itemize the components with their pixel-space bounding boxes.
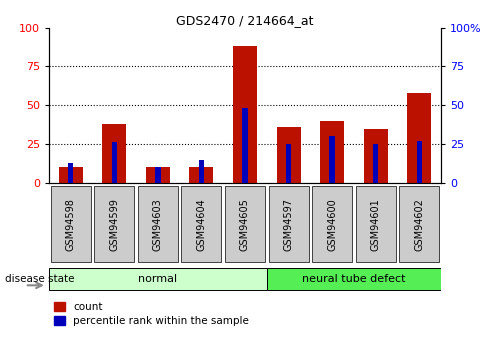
Bar <box>190 167 214 183</box>
FancyBboxPatch shape <box>49 268 267 290</box>
Bar <box>112 142 117 183</box>
FancyBboxPatch shape <box>94 186 134 262</box>
FancyBboxPatch shape <box>51 186 91 262</box>
FancyBboxPatch shape <box>399 186 439 262</box>
Bar <box>155 167 161 183</box>
Text: GDS2470 / 214664_at: GDS2470 / 214664_at <box>176 14 314 27</box>
Text: GSM94603: GSM94603 <box>153 198 163 250</box>
Bar <box>199 159 204 183</box>
FancyBboxPatch shape <box>181 186 221 262</box>
Text: GSM94597: GSM94597 <box>284 198 294 251</box>
Bar <box>243 108 247 183</box>
Bar <box>407 93 431 183</box>
Bar <box>416 141 422 183</box>
FancyBboxPatch shape <box>269 186 309 262</box>
Text: GSM94601: GSM94601 <box>370 198 381 250</box>
Text: GSM94605: GSM94605 <box>240 198 250 251</box>
Text: GSM94602: GSM94602 <box>414 198 424 251</box>
Bar <box>276 127 300 183</box>
Bar <box>233 46 257 183</box>
Bar <box>329 136 335 183</box>
FancyBboxPatch shape <box>312 186 352 262</box>
Text: normal: normal <box>138 274 177 284</box>
Text: GSM94604: GSM94604 <box>196 198 206 250</box>
Bar <box>68 163 73 183</box>
Bar <box>373 144 378 183</box>
Text: GSM94600: GSM94600 <box>327 198 337 250</box>
Bar <box>320 121 344 183</box>
FancyBboxPatch shape <box>356 186 396 262</box>
Legend: count, percentile rank within the sample: count, percentile rank within the sample <box>54 302 249 326</box>
Bar <box>286 144 291 183</box>
Bar <box>102 124 126 183</box>
Bar <box>364 129 388 183</box>
FancyBboxPatch shape <box>138 186 178 262</box>
Bar <box>146 167 170 183</box>
FancyBboxPatch shape <box>225 186 265 262</box>
Bar <box>59 167 83 183</box>
Text: neural tube defect: neural tube defect <box>302 274 406 284</box>
Text: GSM94599: GSM94599 <box>109 198 120 251</box>
Text: GSM94598: GSM94598 <box>66 198 76 251</box>
FancyBboxPatch shape <box>267 268 441 290</box>
Text: disease state: disease state <box>5 274 74 284</box>
